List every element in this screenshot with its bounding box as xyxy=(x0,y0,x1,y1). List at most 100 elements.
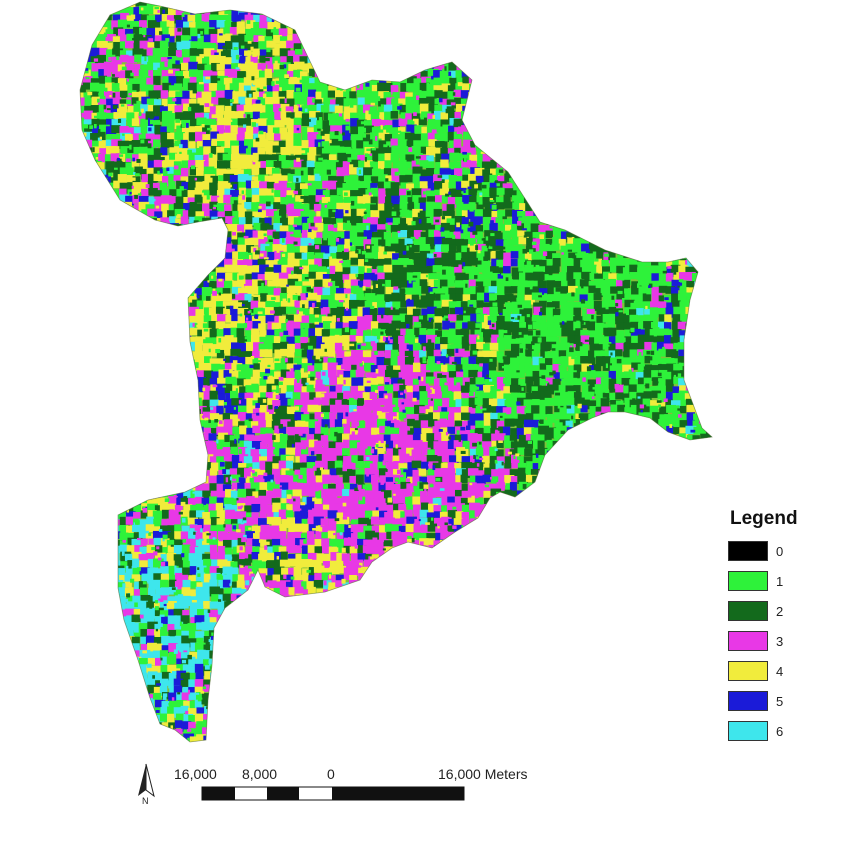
land-cover-cell xyxy=(222,49,234,59)
land-cover-cell xyxy=(624,258,632,269)
land-cover-cell xyxy=(405,174,413,183)
land-cover-cell xyxy=(503,201,515,209)
land-cover-cell xyxy=(293,266,305,278)
land-cover-cell xyxy=(230,125,239,133)
land-cover-cell xyxy=(258,70,268,81)
land-cover-cell xyxy=(601,259,609,271)
land-cover-cell xyxy=(98,153,107,163)
land-cover-cell xyxy=(216,272,227,283)
land-cover-cell xyxy=(315,180,323,189)
land-cover-cell xyxy=(327,369,337,378)
land-cover-cell xyxy=(189,126,198,137)
land-cover-cell xyxy=(343,196,354,208)
land-cover-cell xyxy=(463,287,471,299)
land-cover-cell xyxy=(448,244,457,253)
land-cover-cell xyxy=(546,224,557,235)
land-cover-cell xyxy=(168,48,177,57)
land-cover-cell xyxy=(405,364,415,376)
land-cover-cell xyxy=(274,215,282,225)
land-cover-cell xyxy=(244,285,254,297)
land-cover-cell xyxy=(330,285,340,295)
land-cover-cell xyxy=(425,161,435,170)
land-cover-cell xyxy=(265,335,275,346)
land-cover-cell xyxy=(371,286,381,297)
land-cover-cell xyxy=(621,293,630,303)
land-cover-cell xyxy=(315,189,326,197)
land-cover-cell xyxy=(377,251,388,260)
land-cover-cell xyxy=(390,153,399,163)
land-cover-cell xyxy=(96,27,108,35)
land-cover-cell xyxy=(665,329,676,340)
land-cover-cell xyxy=(330,342,340,353)
land-cover-cell xyxy=(595,356,605,367)
land-cover-cell xyxy=(329,189,341,197)
land-cover-cell xyxy=(237,307,249,319)
land-cover-cell xyxy=(148,70,156,79)
land-cover-cell xyxy=(91,126,100,137)
land-cover-cell xyxy=(344,363,354,372)
land-cover-cell xyxy=(168,68,180,76)
land-cover-cell xyxy=(329,131,341,140)
land-cover-cell xyxy=(267,251,277,261)
land-cover-cell xyxy=(308,195,320,204)
land-cover-cell xyxy=(329,258,337,268)
land-cover-cell xyxy=(434,236,446,246)
land-cover-cell xyxy=(426,146,436,157)
land-cover-cell xyxy=(299,293,308,304)
land-cover-cell xyxy=(245,320,253,332)
land-cover-cell xyxy=(491,210,500,222)
land-cover-cell xyxy=(315,271,327,280)
land-cover-cell xyxy=(257,210,269,222)
land-cover-cell xyxy=(126,55,137,64)
land-cover-cell xyxy=(224,335,234,344)
land-cover-cell xyxy=(455,293,464,304)
land-cover-cell xyxy=(224,118,232,130)
land-cover-cell xyxy=(524,287,536,297)
land-cover-cell xyxy=(274,302,286,311)
land-cover-cell xyxy=(313,168,325,178)
land-cover-cell xyxy=(463,139,473,151)
land-cover-cell xyxy=(161,26,170,38)
land-cover-cell xyxy=(230,327,241,339)
land-cover-cell xyxy=(425,201,435,212)
land-cover-cell xyxy=(468,147,476,158)
land-cover-cell xyxy=(316,314,326,325)
land-cover-cell xyxy=(411,188,423,198)
land-cover-cell xyxy=(231,63,241,71)
land-cover-cell xyxy=(327,237,339,246)
land-cover-cell xyxy=(370,210,380,220)
land-cover-cell xyxy=(593,364,602,375)
land-cover-cell xyxy=(215,110,224,119)
land-cover-cell xyxy=(300,343,309,354)
land-cover-cell xyxy=(411,145,422,157)
land-cover-cell xyxy=(244,336,255,345)
land-cover-cell xyxy=(525,216,535,225)
land-cover-cell xyxy=(84,97,92,107)
land-cover-cell xyxy=(335,265,343,274)
land-cover-cell xyxy=(531,215,542,224)
land-cover-cell xyxy=(80,85,86,96)
land-cover-cell xyxy=(278,272,290,283)
land-cover-cell xyxy=(525,211,534,221)
land-cover-cell xyxy=(371,96,380,106)
land-cover-cell xyxy=(356,89,366,97)
land-cover-cell xyxy=(301,148,311,159)
land-cover-cell xyxy=(342,274,352,283)
land-cover-cell xyxy=(274,20,283,32)
land-cover-cell xyxy=(656,335,668,343)
land-cover-cell xyxy=(462,294,471,305)
land-cover-cell xyxy=(236,21,245,29)
land-cover-cell xyxy=(677,321,687,330)
land-cover-cell xyxy=(518,316,530,325)
land-cover-cell xyxy=(197,97,206,106)
land-cover-cell xyxy=(147,140,158,151)
land-cover-cell xyxy=(489,168,500,177)
land-cover-cell xyxy=(273,160,283,169)
land-cover-cell xyxy=(540,307,551,316)
land-cover-cell xyxy=(524,314,532,323)
land-cover-cell xyxy=(152,48,163,58)
land-cover-cell xyxy=(449,70,461,79)
land-cover-cell xyxy=(183,111,194,123)
land-cover-cell xyxy=(532,232,541,242)
land-cover-cell xyxy=(232,251,242,260)
